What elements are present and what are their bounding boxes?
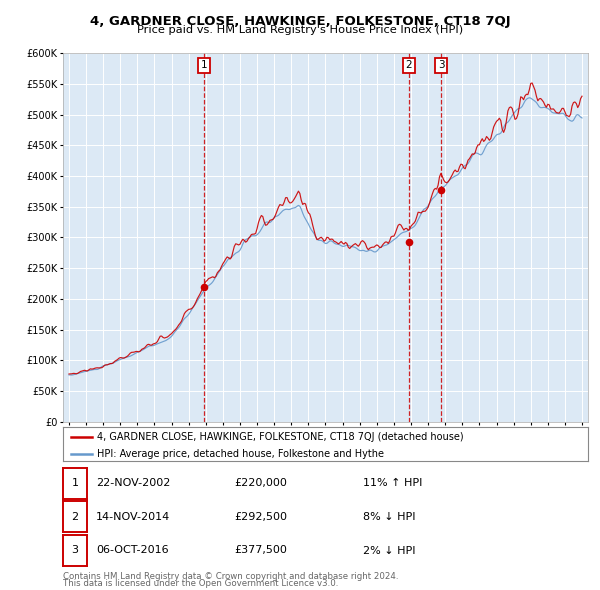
Text: 2: 2 [71,512,79,522]
Text: 22-NOV-2002: 22-NOV-2002 [96,478,170,488]
Text: £220,000: £220,000 [234,478,287,488]
Text: Contains HM Land Registry data © Crown copyright and database right 2024.: Contains HM Land Registry data © Crown c… [63,572,398,581]
Text: 8% ↓ HPI: 8% ↓ HPI [363,512,415,522]
Text: 3: 3 [438,60,445,70]
Text: 1: 1 [71,478,79,488]
Text: 06-OCT-2016: 06-OCT-2016 [96,546,169,555]
Text: HPI: Average price, detached house, Folkestone and Hythe: HPI: Average price, detached house, Folk… [97,449,384,459]
Text: £377,500: £377,500 [234,546,287,555]
Text: 4, GARDNER CLOSE, HAWKINGE, FOLKESTONE, CT18 7QJ (detached house): 4, GARDNER CLOSE, HAWKINGE, FOLKESTONE, … [97,432,464,442]
Text: This data is licensed under the Open Government Licence v3.0.: This data is licensed under the Open Gov… [63,579,338,588]
Text: £292,500: £292,500 [234,512,287,522]
Text: Price paid vs. HM Land Registry's House Price Index (HPI): Price paid vs. HM Land Registry's House … [137,25,463,35]
Text: 14-NOV-2014: 14-NOV-2014 [96,512,170,522]
Text: 4, GARDNER CLOSE, HAWKINGE, FOLKESTONE, CT18 7QJ: 4, GARDNER CLOSE, HAWKINGE, FOLKESTONE, … [89,15,511,28]
Text: 2% ↓ HPI: 2% ↓ HPI [363,546,415,555]
Text: 1: 1 [200,60,208,70]
Text: 11% ↑ HPI: 11% ↑ HPI [363,478,422,488]
Text: 3: 3 [71,546,79,555]
Text: 2: 2 [406,60,412,70]
